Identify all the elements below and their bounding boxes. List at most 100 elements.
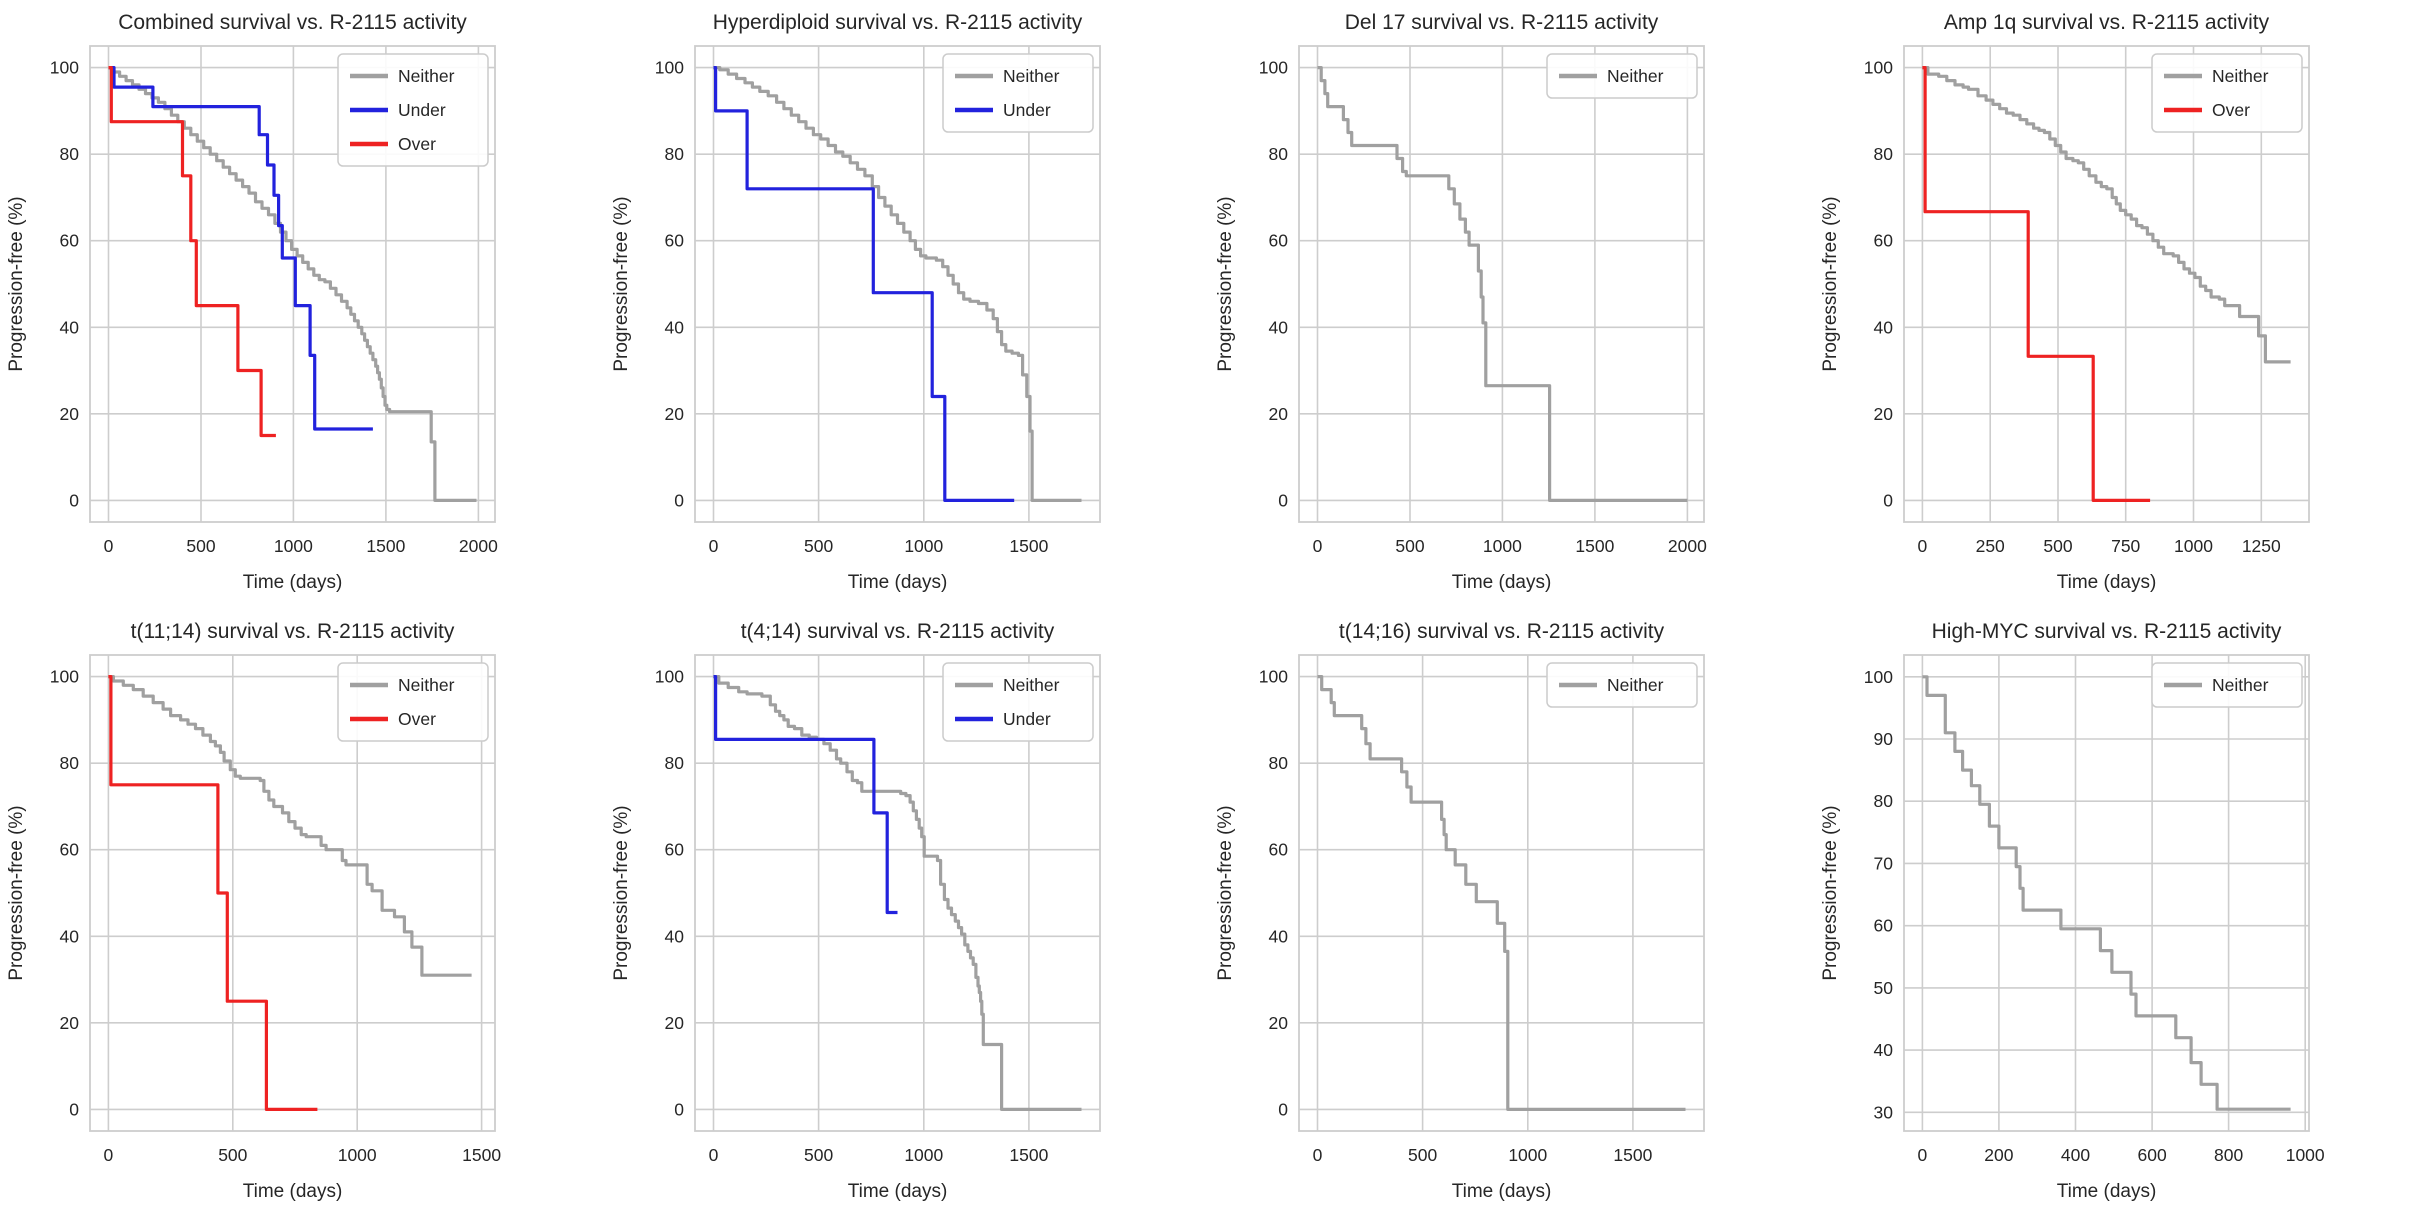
x-tick-label: 1500 [1575, 536, 1614, 556]
y-tick-label: 80 [1269, 144, 1289, 164]
legend-label-neither: Neither [398, 66, 455, 86]
y-tick-label: 0 [69, 490, 79, 510]
legend: Neither Under [941, 53, 1094, 133]
y-tick-label: 80 [664, 753, 684, 773]
axes-border [1902, 45, 2310, 523]
y-tick-label: 0 [1883, 490, 1893, 510]
legend-label-neither: Neither [1607, 66, 1664, 86]
legend: Neither Under [941, 662, 1094, 742]
series-line-neither [1921, 675, 2291, 1111]
legend-label-under: Under [1003, 709, 1051, 729]
series-line-under [108, 66, 373, 431]
x-axis-label: Time (days) [847, 1181, 947, 1202]
x-tick-label: 0 [708, 536, 718, 556]
chart-title: Amp 1q survival vs. R-2115 activity [1943, 11, 2269, 34]
x-tick-label: 200 [1984, 1145, 2013, 1165]
legend: Neither [1546, 662, 1698, 708]
y-axis-label: Progression-free (%) [1215, 196, 1236, 371]
legend-label-over: Over [2212, 100, 2250, 120]
subplot-amp1q: Neither Over Amp 1q survival vs. R-2115 ac… [1820, 11, 2310, 593]
x-axis-label: Time (days) [243, 572, 343, 593]
x-tick-label: 800 [2213, 1145, 2242, 1165]
x-tick-label: 1000 [2174, 536, 2213, 556]
legend: Neither Over [2150, 53, 2303, 133]
x-tick-label: 1500 [462, 1145, 501, 1165]
legend-label-neither: Neither [1003, 675, 1060, 695]
legend-label-neither: Neither [1607, 675, 1664, 695]
x-tick-label: 0 [1917, 536, 1927, 556]
series-line-under [713, 675, 897, 915]
legend-box [337, 53, 489, 167]
y-tick-label: 40 [1873, 317, 1893, 337]
y-tick-label: 30 [1873, 1102, 1893, 1122]
chart-title: t(14;16) survival vs. R-2115 activity [1339, 620, 1665, 643]
y-tick-label: 20 [664, 404, 684, 424]
x-tick-label: 600 [2137, 1145, 2166, 1165]
y-tick-label: 20 [1269, 404, 1289, 424]
legend-label-over: Over [398, 134, 436, 154]
y-tick-label: 20 [60, 1013, 80, 1033]
legend-label-neither: Neither [398, 675, 455, 695]
y-tick-label: 100 [1863, 667, 1892, 687]
y-axis-label: Progression-free (%) [6, 196, 27, 371]
series-line-neither [713, 66, 1081, 502]
y-tick-label: 0 [1278, 1099, 1288, 1119]
legend: Neither [1546, 53, 1698, 99]
y-tick-label: 40 [1269, 926, 1289, 946]
legend-label-under: Under [398, 100, 446, 120]
series-line-under [713, 66, 1014, 502]
y-tick-label: 80 [1873, 791, 1893, 811]
y-tick-label: 100 [50, 667, 79, 687]
chart-title: t(11;14) survival vs. R-2115 activity [131, 620, 455, 643]
axes-border [1298, 45, 1705, 523]
x-tick-label: 500 [186, 536, 215, 556]
legend-box [941, 662, 1094, 742]
x-axis-label: Time (days) [847, 572, 947, 593]
x-axis-label: Time (days) [1452, 1181, 1552, 1202]
x-tick-label: 0 [1313, 536, 1323, 556]
y-tick-label: 100 [50, 58, 79, 78]
chart-title: Del 17 survival vs. R-2115 activity [1345, 11, 1659, 34]
legend: Neither Under Over [337, 53, 489, 167]
x-tick-label: 0 [1917, 1145, 1927, 1165]
legend-box [941, 53, 1094, 133]
legend-box [337, 662, 489, 742]
legend-label-neither: Neither [1003, 66, 1060, 86]
y-tick-label: 40 [664, 926, 684, 946]
legend-box [1546, 53, 1698, 99]
axes-border [693, 45, 1101, 523]
y-tick-label: 60 [60, 840, 80, 860]
axes-border [89, 45, 496, 523]
subplot-high-myc: Neither High-MYC survival vs. R-2115 acti… [1820, 620, 2325, 1202]
chart-title: High-MYC survival vs. R-2115 activity [1931, 620, 2281, 643]
y-axis-label: Progression-free (%) [1820, 805, 1841, 980]
y-tick-label: 40 [664, 317, 684, 337]
y-axis-label: Progression-free (%) [611, 805, 632, 980]
x-tick-label: 1000 [2285, 1145, 2324, 1165]
y-tick-label: 60 [1269, 231, 1289, 251]
x-tick-label: 500 [803, 536, 832, 556]
y-tick-label: 20 [1269, 1013, 1289, 1033]
x-tick-label: 0 [1313, 1145, 1323, 1165]
y-axis-label: Progression-free (%) [6, 805, 27, 980]
legend-label-neither: Neither [2212, 675, 2269, 695]
y-tick-label: 40 [1873, 1040, 1893, 1060]
y-tick-label: 80 [60, 753, 80, 773]
y-tick-label: 100 [1259, 58, 1288, 78]
series-line-neither [1317, 675, 1686, 1111]
y-tick-label: 20 [1873, 404, 1893, 424]
y-tick-label: 90 [1873, 729, 1893, 749]
subplot-del17: Neither Del 17 survival vs. R-2115 activi… [1215, 11, 1707, 593]
legend-label-over: Over [398, 709, 436, 729]
x-tick-label: 400 [2060, 1145, 2089, 1165]
subplot-combined: Neither Under Over Combined survival vs. R-… [6, 11, 498, 593]
y-tick-label: 60 [1269, 840, 1289, 860]
y-tick-label: 60 [1873, 916, 1893, 936]
legend-box [1546, 662, 1698, 708]
y-tick-label: 40 [1269, 317, 1289, 337]
y-tick-label: 80 [1873, 144, 1893, 164]
y-axis-label: Progression-free (%) [1215, 805, 1236, 980]
legend: Neither [2150, 662, 2303, 708]
axes-border [693, 654, 1101, 1132]
